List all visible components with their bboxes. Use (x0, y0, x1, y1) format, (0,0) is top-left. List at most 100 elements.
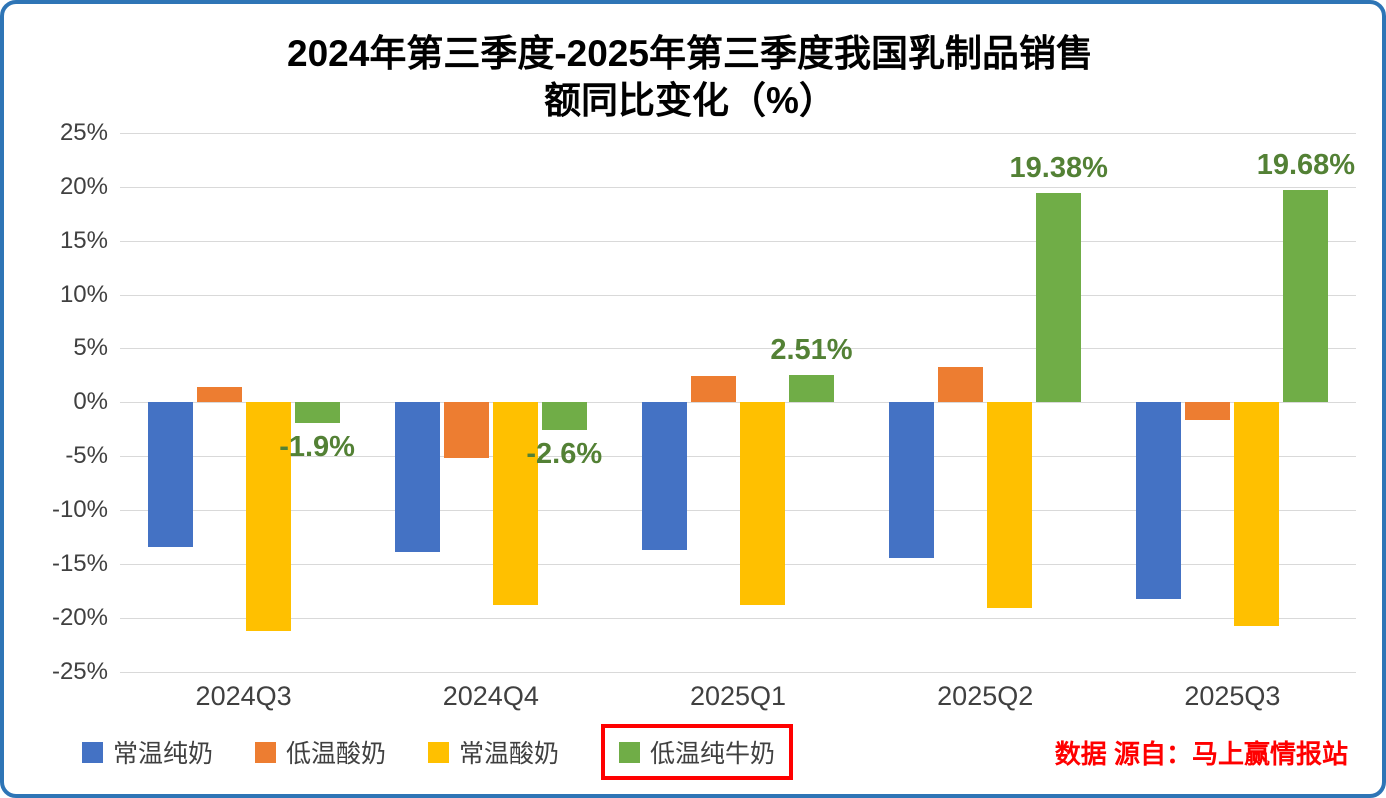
legend-swatch-icon (255, 741, 277, 763)
legend-item: 常温纯奶 (82, 734, 213, 770)
y-tick-label: 10% (59, 280, 108, 308)
bar-series-3-cat-0 (294, 402, 340, 423)
legend-item: 低温纯牛奶 (601, 724, 794, 780)
y-tick-label: 15% (59, 226, 108, 254)
bar-series-1-cat-4 (1185, 402, 1231, 420)
legend-swatch-icon (428, 741, 450, 763)
bar-group: -2.6% (367, 133, 614, 672)
bar-series-2-cat-2 (739, 402, 785, 606)
bar-series-3-cat-1 (541, 402, 587, 431)
bar-series-2-cat-0 (245, 402, 291, 631)
bar-slot (690, 133, 736, 672)
bar-slot (245, 133, 291, 672)
y-tick-label: -5% (65, 442, 108, 470)
y-tick-label: -10% (51, 496, 108, 524)
x-tick-label: 2025Q2 (937, 680, 1034, 711)
legend-label: 常温酸奶 (459, 740, 560, 768)
bar-slot (1185, 133, 1231, 672)
y-tick-label: -20% (51, 604, 108, 632)
bar-series-0-cat-1 (394, 402, 440, 553)
bar-slot (443, 133, 489, 672)
bar-slot: 2.51% (770, 133, 853, 672)
gridline (120, 348, 1356, 350)
gridline (120, 456, 1356, 458)
x-tick-label: 2025Q3 (1184, 680, 1281, 711)
bar-group: 19.68% (1109, 133, 1356, 672)
data-label: 19.68% (1256, 149, 1356, 182)
bar-series-2-cat-4 (1234, 402, 1280, 626)
source-note: 数据 源自：马上赢情报站 (1054, 738, 1348, 769)
bar-slot: 19.38% (1010, 133, 1108, 672)
y-tick-label: 25% (59, 118, 108, 146)
y-tick-label: -25% (51, 658, 108, 685)
y-tick-label: 5% (73, 334, 108, 362)
bar-slot: -1.9% (279, 133, 355, 672)
gridline (120, 186, 1356, 188)
bar-group: 2.51% (614, 133, 861, 672)
chart-title: 2024年第三季度-2025年第三季度我国乳制品销售 额同比变化（%） (24, 30, 1356, 125)
bar-slot (147, 133, 193, 672)
x-axis: 2024Q3 2024Q4 2025Q1 2025Q2 2025Q3 (120, 672, 1356, 720)
chart-title-line1: 2024年第三季度-2025年第三季度我国乳制品销售 (287, 33, 1093, 74)
bar-series-3-cat-4 (1283, 190, 1329, 403)
data-label: 2.51% (770, 334, 853, 367)
data-label: 19.38% (1009, 152, 1108, 185)
bar-slot (987, 133, 1033, 672)
bar-slot (938, 133, 984, 672)
bar-series-1-cat-0 (196, 387, 242, 403)
gridline (120, 402, 1356, 404)
bar-series-2-cat-1 (492, 402, 538, 606)
bar-slot (1136, 133, 1182, 672)
bar-series-3-cat-3 (1036, 193, 1082, 403)
bar-series-2-cat-3 (987, 402, 1033, 609)
bar-slot: 19.68% (1257, 133, 1355, 672)
bar-series-0-cat-2 (641, 402, 687, 551)
bar-slot (492, 133, 538, 672)
x-tick-label: 2024Q4 (442, 680, 539, 711)
bottom-row: 常温纯奶 低温酸奶 常温酸奶 低温纯牛奶 数据 源自：马上赢情报站 (24, 720, 1356, 782)
bar-slot (394, 133, 440, 672)
legend-swatch-icon (619, 741, 641, 763)
bar-series-0-cat-4 (1136, 402, 1182, 599)
y-tick-label: 20% (59, 172, 108, 200)
bar-slot (196, 133, 242, 672)
x-tick-label: 2025Q1 (689, 680, 787, 711)
chart-body: 25% 20% 15% 10% 5% 0% -5% -10% -15% -20% -25% -1.9… (24, 119, 1356, 685)
gridline (120, 672, 1356, 673)
legend: 常温纯奶 低温酸奶 常温酸奶 低温纯牛奶 (82, 724, 794, 780)
y-tick-label: 0% (73, 388, 108, 416)
bar-slot (889, 133, 935, 672)
bar-slot (739, 133, 785, 672)
bar-group: -1.9% (120, 133, 367, 672)
bar-slot (1234, 133, 1280, 672)
gridline (120, 132, 1356, 134)
legend-item: 低温酸奶 (255, 734, 386, 770)
legend-item: 常温酸奶 (428, 734, 559, 770)
bar-series-1-cat-2 (690, 376, 736, 403)
legend-label: 低温酸奶 (286, 740, 387, 768)
y-tick-label: -15% (51, 550, 108, 578)
legend-label: 常温纯奶 (113, 740, 214, 768)
data-label: -2.6% (526, 438, 603, 471)
x-tick-label: 2024Q3 (195, 680, 292, 711)
data-label: -1.9% (279, 430, 355, 463)
bar-series-3-cat-2 (788, 375, 834, 403)
plot-area: -1.9% -2.6% 2.51% 19.38% 19.68% (120, 132, 1356, 673)
legend-swatch-icon (82, 741, 103, 763)
gridline (120, 294, 1356, 296)
bar-series-1-cat-3 (938, 366, 984, 403)
y-axis: 25% 20% 15% 10% 5% 0% -5% -10% -15% -20% -25% (24, 119, 120, 685)
bar-slot: -2.6% (526, 133, 602, 672)
bar-group: 19.38% (862, 133, 1109, 672)
gridline (120, 510, 1356, 512)
legend-label: 低温纯牛奶 (650, 740, 776, 768)
chart-title-line2: 额同比变化（%） (544, 80, 836, 122)
gridline (120, 618, 1356, 620)
bar-series-1-cat-1 (443, 402, 489, 459)
gridline (120, 564, 1356, 566)
gridline (120, 240, 1356, 242)
bar-series-0-cat-3 (889, 402, 935, 558)
bar-slot (641, 133, 687, 672)
bar-series-0-cat-0 (147, 402, 193, 547)
